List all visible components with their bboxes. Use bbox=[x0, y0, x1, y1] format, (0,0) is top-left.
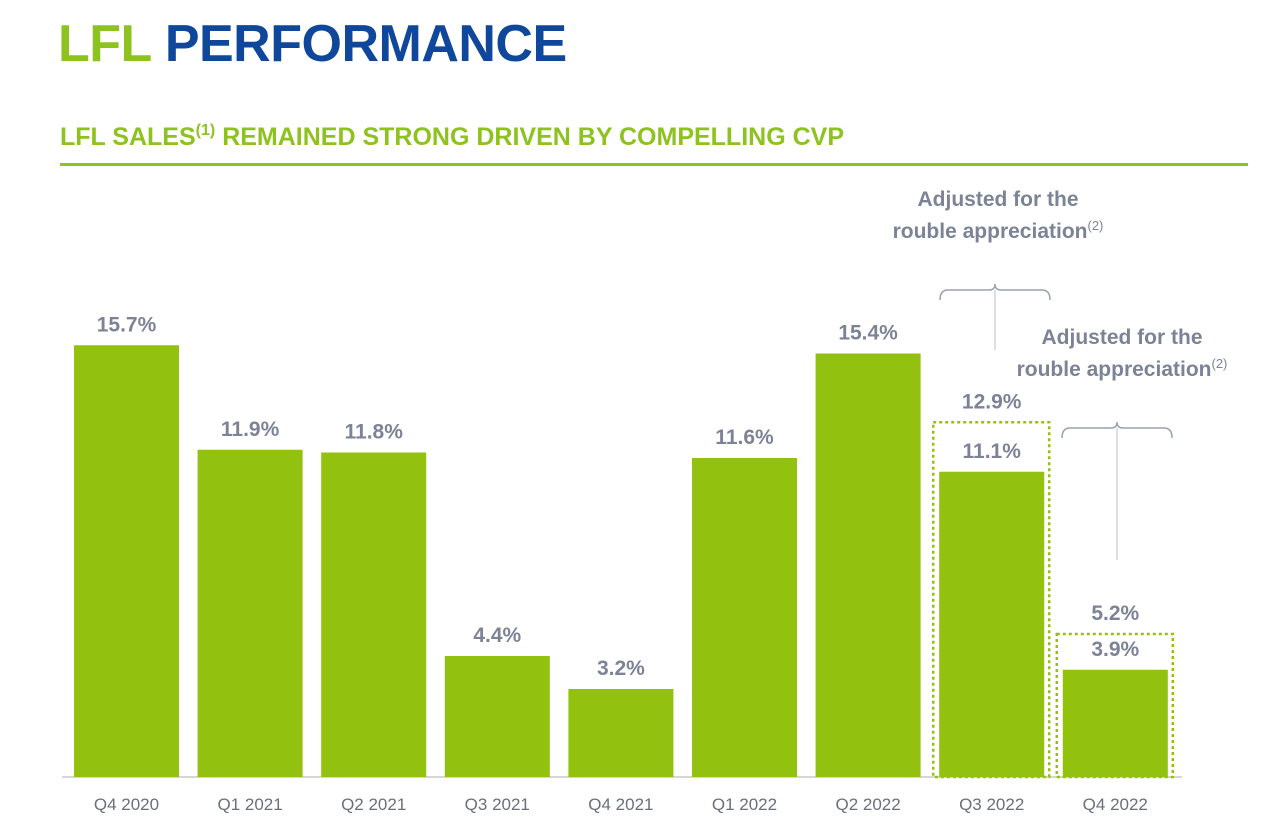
adjusted-bar-outline bbox=[1055, 632, 1175, 779]
annotation-q3: Adjusted for the rouble appreciation(2) bbox=[888, 187, 1108, 245]
annotation-sup: (2) bbox=[1211, 356, 1228, 371]
subtitle-sup: (1) bbox=[195, 122, 216, 139]
bar bbox=[568, 689, 674, 777]
x-tick-label: Q3 2021 bbox=[465, 795, 530, 814]
subtitle-b: REMAINED STRONG DRIVEN BY COMPELLING CVP bbox=[222, 123, 845, 151]
page-title: LFL PERFORMANCE bbox=[58, 14, 567, 74]
data-label: 11.6% bbox=[715, 426, 774, 449]
bar bbox=[1062, 669, 1168, 777]
data-label: 11.1% bbox=[963, 440, 1022, 463]
subtitle: LFL SALES(1) REMAINED STRONG DRIVEN BY C… bbox=[60, 122, 844, 152]
x-tick-label: Q2 2022 bbox=[835, 795, 900, 814]
subtitle-a: LFL SALES bbox=[60, 123, 196, 151]
annotation-q4: Adjusted for the rouble appreciation(2) bbox=[1012, 325, 1232, 383]
bar bbox=[444, 656, 550, 777]
bar bbox=[321, 452, 427, 777]
bar bbox=[815, 353, 921, 777]
x-tick-label: Q4 2021 bbox=[588, 795, 653, 814]
divider bbox=[60, 163, 1248, 166]
x-tick-label: Q3 2022 bbox=[959, 795, 1024, 814]
data-label: 11.9% bbox=[221, 418, 280, 441]
bar bbox=[197, 449, 303, 777]
annotation-text: Adjusted for the rouble appreciation bbox=[892, 188, 1088, 243]
title-lfl: LFL bbox=[58, 15, 151, 73]
data-label: 11.8% bbox=[345, 421, 404, 444]
x-tick-label: Q1 2021 bbox=[217, 795, 282, 814]
x-tick-label: Q4 2020 bbox=[94, 795, 159, 814]
annotation-sup: (2) bbox=[1087, 218, 1104, 233]
x-tick-label: Q4 2022 bbox=[1083, 795, 1148, 814]
data-label: 3.9% bbox=[1091, 638, 1139, 661]
x-tick-label: Q1 2022 bbox=[712, 795, 777, 814]
bar bbox=[939, 471, 1045, 777]
data-label: 3.2% bbox=[597, 657, 645, 680]
data-label: 15.7% bbox=[97, 313, 157, 336]
brace-q4 bbox=[1061, 421, 1173, 439]
x-tick-label: Q2 2021 bbox=[341, 795, 406, 814]
annotation-text: Adjusted for the rouble appreciation bbox=[1016, 326, 1212, 381]
title-performance: PERFORMANCE bbox=[164, 15, 567, 73]
data-label: 15.4% bbox=[838, 322, 898, 345]
brace-q3 bbox=[939, 283, 1051, 301]
data-label: 4.4% bbox=[473, 624, 521, 647]
adjusted-data-label: 5.2% bbox=[1091, 602, 1139, 625]
adjusted-data-label: 12.9% bbox=[962, 390, 1022, 413]
bar bbox=[74, 345, 179, 777]
bar bbox=[692, 458, 797, 777]
